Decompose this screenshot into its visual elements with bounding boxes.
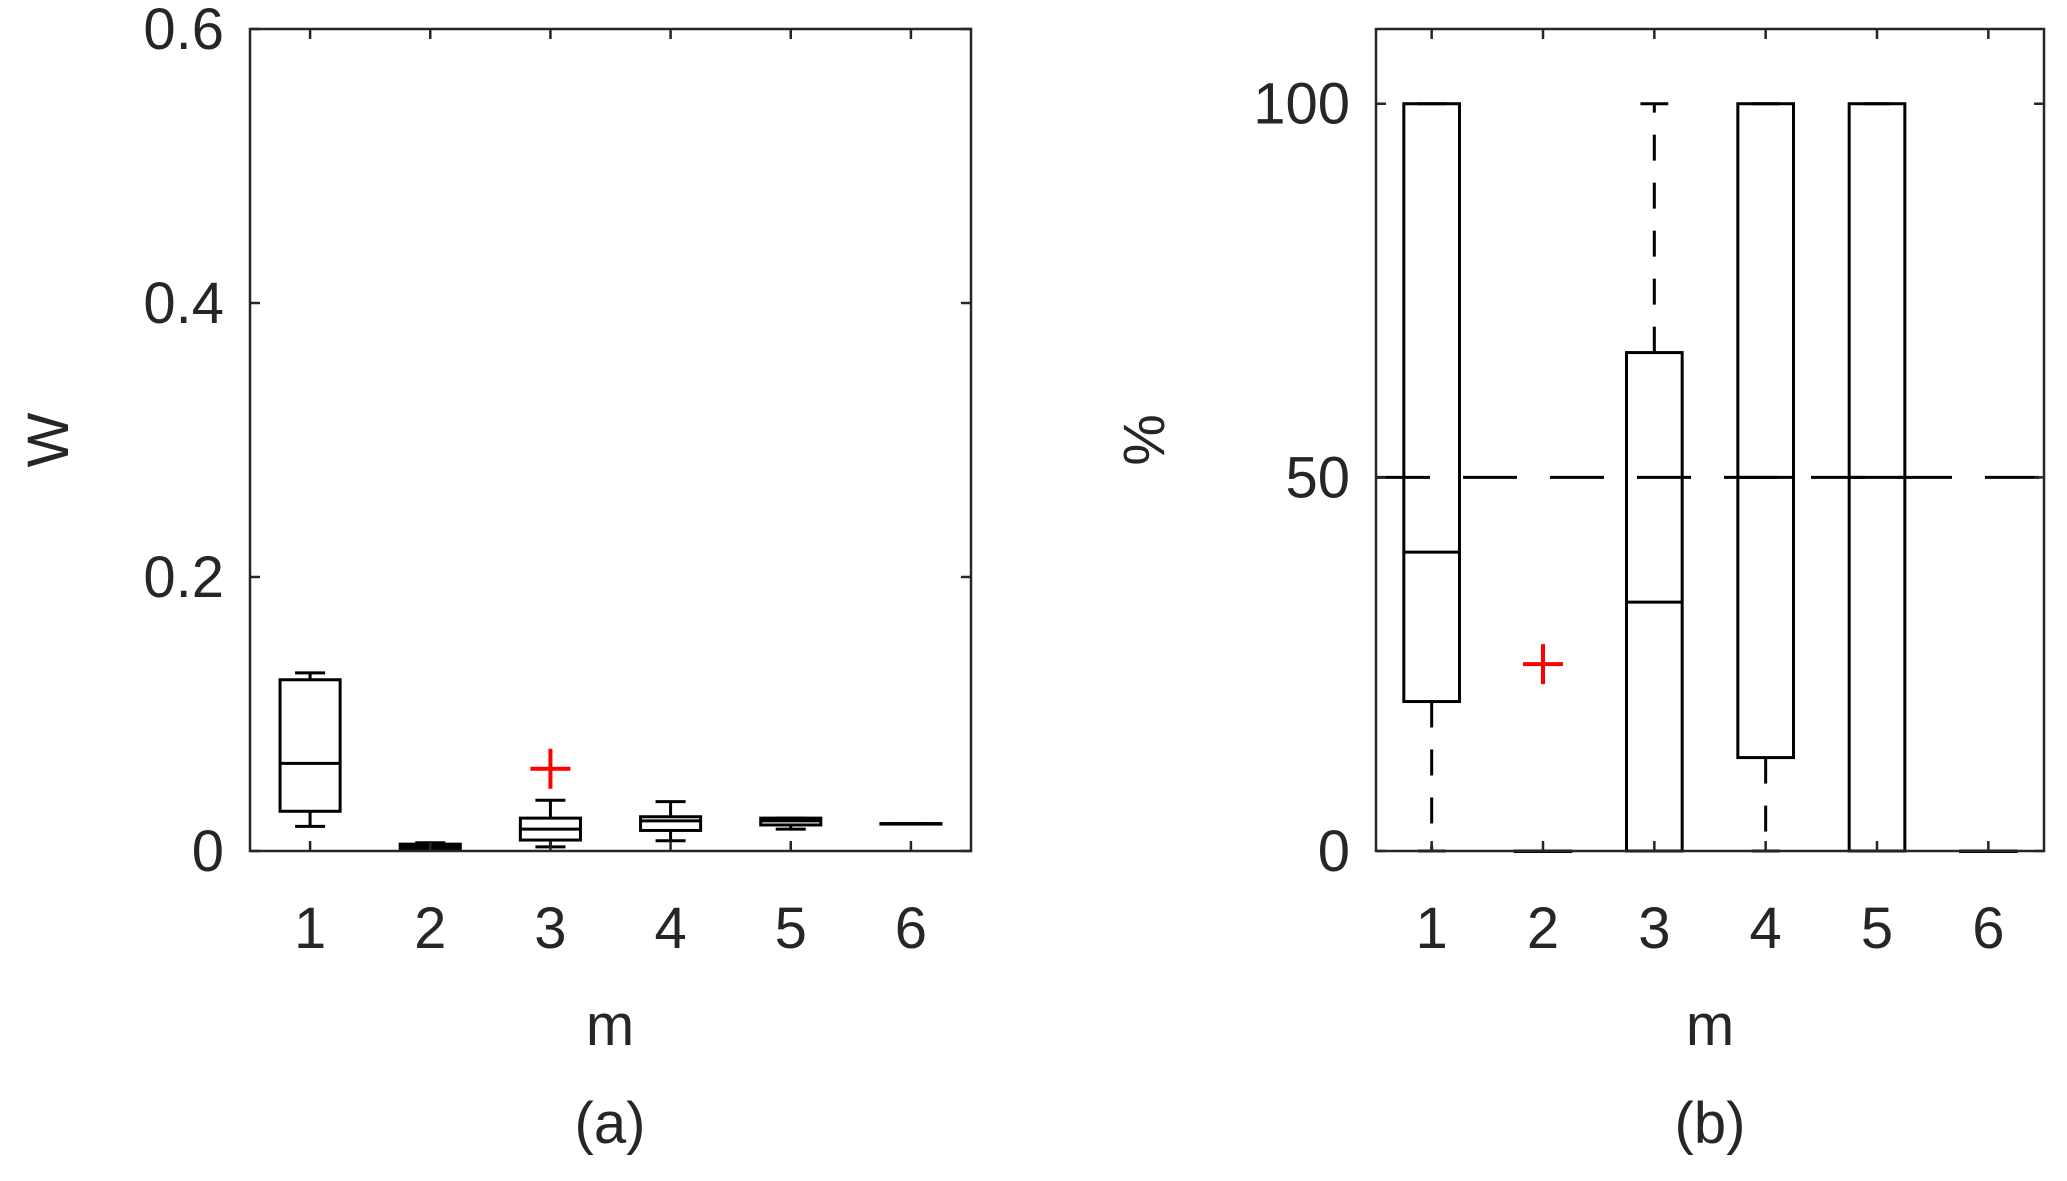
y-tick-label: 0.6 xyxy=(143,0,224,62)
x-tick-label: 1 xyxy=(294,896,326,961)
x-tick-label: 4 xyxy=(1750,896,1782,961)
panel-a-ylabel: W xyxy=(16,412,81,467)
y-tick-label: 0 xyxy=(1318,819,1350,884)
panel-b-xlabel: m xyxy=(1686,993,1734,1058)
axes-frame xyxy=(248,27,973,853)
box-1 xyxy=(278,671,342,828)
y-tick-label: 50 xyxy=(1285,445,1350,510)
panel-a: m (a) W 1 2 3 4 5 6 0 0.2 0.4 0.6 xyxy=(16,0,973,1156)
x-tick-label: 6 xyxy=(1972,896,2004,961)
panel-b-caption: (b) xyxy=(1675,1091,1746,1156)
panel-a-xlabel: m xyxy=(586,993,634,1058)
y-tick-label: 0 xyxy=(192,819,224,884)
iqr-box xyxy=(1736,102,1796,760)
x-tick-label: 5 xyxy=(1861,896,1893,961)
panel-b: m (b) % 1 2 3 4 5 6 0 50 100 xyxy=(1112,27,2046,1156)
x-tick-label: 5 xyxy=(775,896,807,961)
box-5 xyxy=(759,816,823,831)
box-2 xyxy=(1513,644,1573,853)
x-tick-label: 2 xyxy=(1527,896,1559,961)
box-6 xyxy=(879,822,943,826)
outlier-marker xyxy=(1523,644,1563,685)
outlier-marker xyxy=(530,748,571,789)
iqr-box xyxy=(639,815,703,832)
y-tick-label: 100 xyxy=(1253,72,1350,137)
box-3 xyxy=(518,748,582,849)
iqr-box xyxy=(278,678,342,813)
x-tick-label: 6 xyxy=(895,896,927,961)
y-tick-label: 0.4 xyxy=(143,271,224,336)
x-tick-label: 4 xyxy=(654,896,686,961)
x-tick-label: 3 xyxy=(534,896,566,961)
box-4 xyxy=(1736,102,1796,853)
panel-a-caption: (a) xyxy=(575,1091,646,1156)
x-tick-label: 3 xyxy=(1638,896,1670,961)
box-5 xyxy=(1847,102,1907,853)
box-4 xyxy=(639,800,703,843)
x-tick-label: 2 xyxy=(414,896,446,961)
panel-b-ylabel: % xyxy=(1112,414,1177,466)
axes-frame xyxy=(1374,27,2046,853)
iqr-box xyxy=(1402,102,1462,704)
y-tick-label: 0.2 xyxy=(143,545,224,610)
x-tick-label: 1 xyxy=(1416,896,1448,961)
